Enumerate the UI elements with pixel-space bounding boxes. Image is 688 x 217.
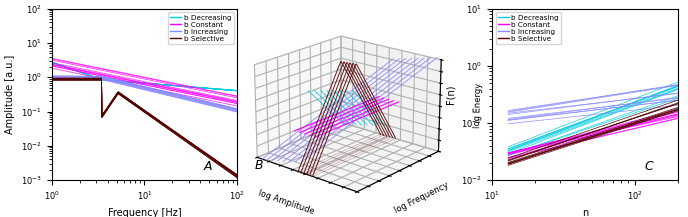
Y-axis label: log Frequency: log Frequency [393, 180, 450, 215]
Text: A: A [204, 160, 213, 173]
Legend: b Decreasing, b Constant, b Increasing, b Selective: b Decreasing, b Constant, b Increasing, … [168, 12, 234, 44]
X-axis label: Frequency [Hz]: Frequency [Hz] [107, 208, 182, 217]
Text: C: C [644, 160, 653, 173]
Text: B: B [255, 159, 263, 172]
Legend: b Decreasing, b Constant, b Increasing, b Selective: b Decreasing, b Constant, b Increasing, … [495, 12, 561, 44]
X-axis label: n: n [581, 208, 588, 217]
Y-axis label: F(n): F(n) [446, 85, 456, 104]
Y-axis label: Amplitude [a.u.]: Amplitude [a.u.] [6, 55, 15, 134]
X-axis label: log Amplitude: log Amplitude [257, 189, 316, 216]
